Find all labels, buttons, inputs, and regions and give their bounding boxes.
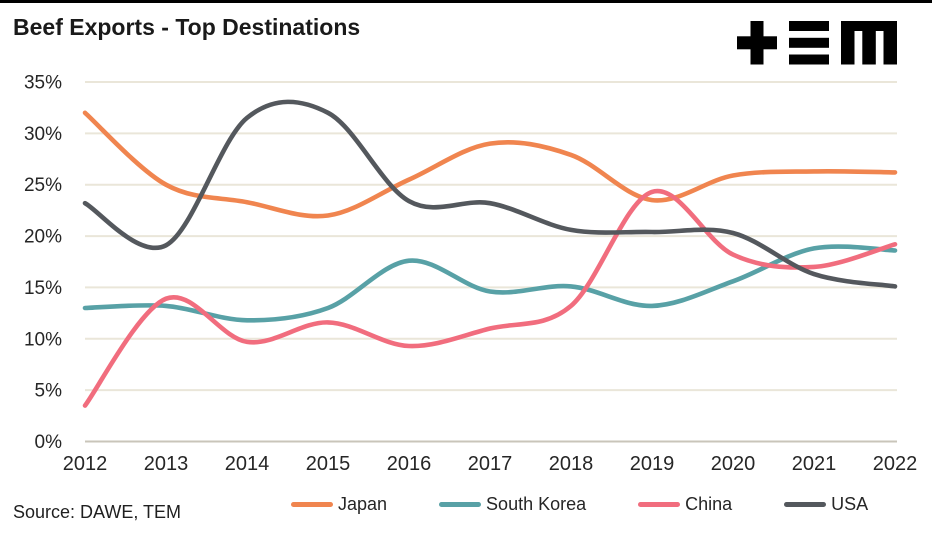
- y-axis-tick-label: 25%: [24, 175, 62, 196]
- x-axis-tick-label: 2022: [873, 453, 918, 475]
- x-axis-tick-label: 2019: [630, 453, 675, 475]
- x-axis-tick-label: 2014: [225, 453, 270, 475]
- chart-title: Beef Exports - Top Destinations: [13, 14, 361, 40]
- legend: Japan South Korea China USA: [291, 494, 868, 515]
- top-border: [0, 0, 932, 3]
- legend-swatch-icon: [784, 502, 827, 507]
- y-axis-tick-label: 35%: [24, 73, 62, 94]
- y-axis-tick-label: 10%: [24, 329, 62, 350]
- legend-label: South Korea: [486, 494, 587, 514]
- legend-swatch-icon: [638, 502, 681, 507]
- legend-label: Japan: [338, 494, 388, 514]
- tem-logo: [737, 21, 897, 65]
- y-axis-tick-label: 0%: [35, 432, 63, 453]
- x-axis-tick-label: 2018: [549, 453, 594, 475]
- legend-swatch-icon: [291, 502, 333, 507]
- legend-item-japan: Japan: [291, 494, 387, 515]
- plus-icon: [737, 21, 777, 65]
- y-axis-tick-label: 20%: [24, 227, 62, 248]
- series-line-usa: [82, 99, 898, 289]
- x-axis-tick-label: 2020: [711, 453, 756, 475]
- x-axis-tick-label: 2012: [63, 453, 108, 475]
- series-line-china: [82, 188, 898, 408]
- legend-label: China: [685, 494, 733, 514]
- y-axis-tick-label: 15%: [24, 278, 62, 299]
- block-m-icon: [841, 21, 897, 65]
- y-axis-tick-label: 30%: [24, 124, 62, 145]
- triple-bar-icon: [789, 21, 829, 65]
- series-line-south-korea: [82, 244, 898, 323]
- legend-swatch-icon: [439, 502, 482, 507]
- x-axis-tick-label: 2015: [306, 453, 351, 475]
- x-axis-tick-label: 2021: [792, 453, 837, 475]
- source-note: Source: DAWE, TEM: [13, 502, 182, 522]
- legend-item-south-korea: South Korea: [439, 494, 586, 515]
- y-axis-tick-label: 5%: [35, 381, 63, 402]
- x-axis-tick-label: 2017: [468, 453, 513, 475]
- legend-item-usa: USA: [784, 494, 868, 515]
- series-line-japan: [82, 110, 898, 219]
- legend-label: USA: [831, 494, 869, 514]
- x-axis-tick-label: 2013: [144, 453, 189, 475]
- x-axis-tick-label: 2016: [387, 453, 432, 475]
- legend-item-china: China: [638, 494, 732, 515]
